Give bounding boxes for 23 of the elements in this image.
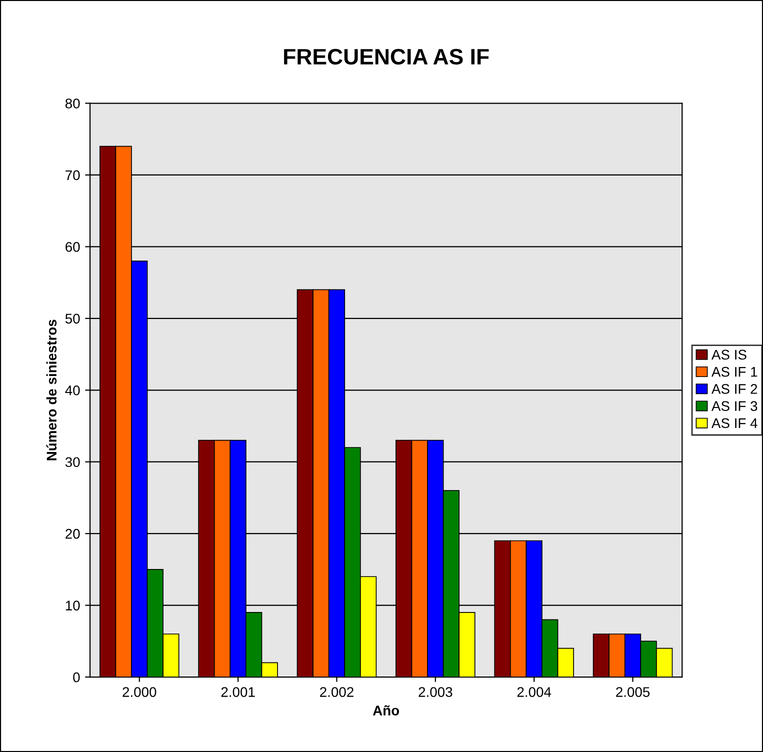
y-tick-label: 80 xyxy=(65,98,80,108)
x-tick-label: 2.000 xyxy=(122,687,156,697)
x-tick-label: 2.003 xyxy=(418,687,452,697)
chart-title: FRECUENCIA AS IF xyxy=(284,48,489,65)
y-tick-label: 20 xyxy=(66,528,80,539)
x-axis-title: Año xyxy=(372,705,400,716)
x-tick-label: 2.002 xyxy=(320,687,354,697)
y-tick-label: 40 xyxy=(65,385,80,396)
y-axis-title: Número de siniestros xyxy=(46,320,57,460)
legend-label: AS IF 2 xyxy=(712,384,758,394)
y-tick-label: 70 xyxy=(66,170,80,180)
y-tick-label: 10 xyxy=(66,600,80,610)
y-tick-label: 60 xyxy=(66,242,80,252)
x-tick-label: 2.005 xyxy=(616,687,650,697)
x-tick-label: 2.004 xyxy=(517,687,552,697)
y-tick-label: 0 xyxy=(73,672,80,682)
legend-label: AS IF 1 xyxy=(712,366,758,377)
y-tick-label: 30 xyxy=(65,457,80,468)
legend-label: AS IF 3 xyxy=(712,401,758,411)
x-tick-label: 2.001 xyxy=(221,687,255,697)
legend-label: AS IF 4 xyxy=(712,418,758,428)
y-tick-label: 50 xyxy=(65,314,80,324)
legend-label: AS IS xyxy=(712,350,746,360)
